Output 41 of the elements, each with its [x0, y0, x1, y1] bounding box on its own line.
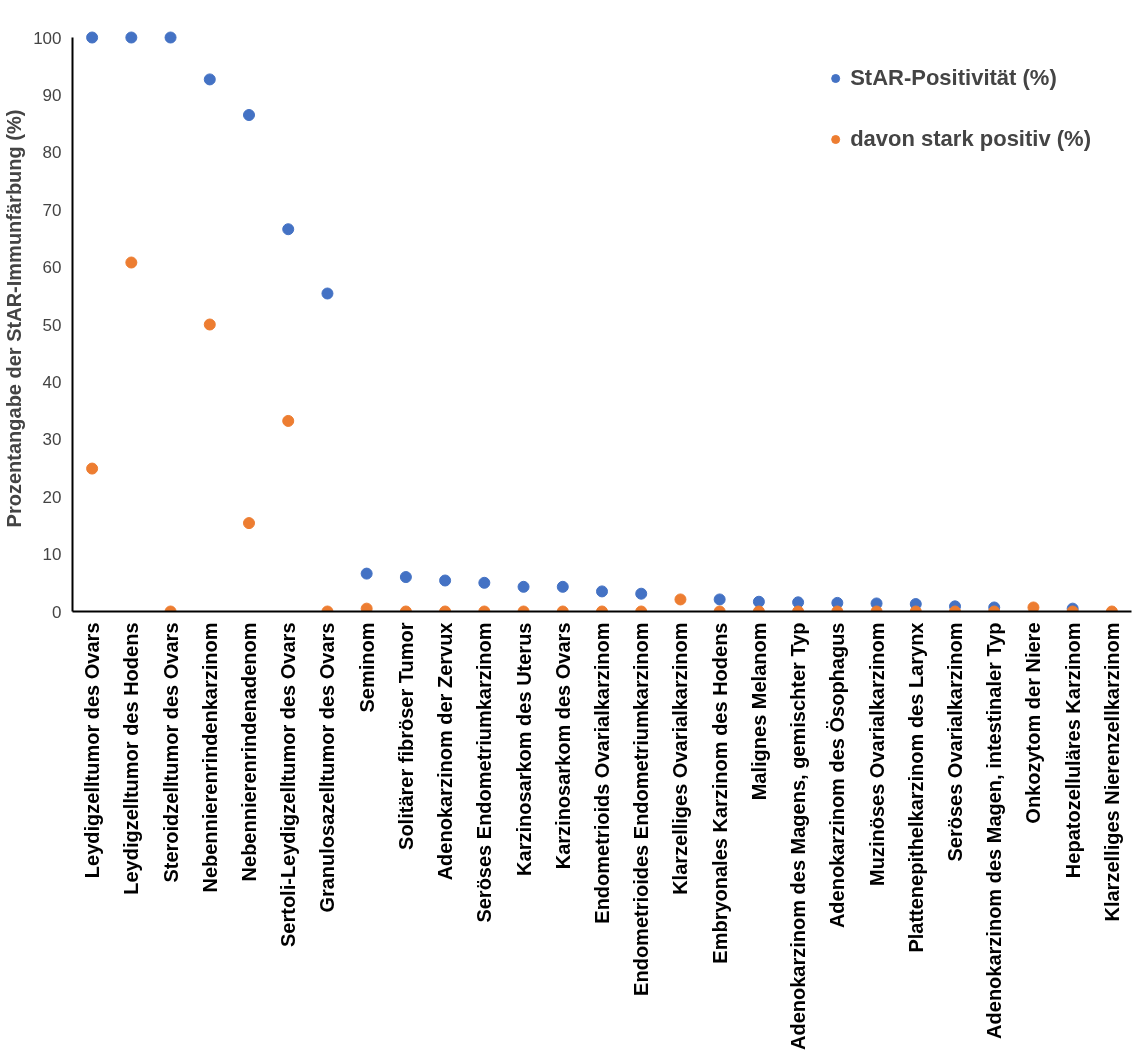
- x-tick-label: Karzinosarkom des Ovars: [551, 622, 574, 870]
- x-tick-label: Endometrioides Endometriumkarzinom: [630, 622, 653, 996]
- x-tick-label: Plattenepithelkarzinom des Larynx: [904, 622, 927, 953]
- x-tick-label: Seröses Endometriumkarzinom: [473, 622, 496, 923]
- x-tick-label: Adenokarzinom des Ösophagus: [826, 622, 849, 929]
- x-tick-label: Solitärer fibröser Tumor: [394, 622, 417, 850]
- legend-label: davon stark positiv (%): [850, 126, 1091, 152]
- x-tick-label: Endometrioids Ovarialkarzinom: [591, 622, 613, 924]
- y-tick-label: 10: [42, 545, 62, 565]
- x-tick-label: Klarzelliges Nierenzellkarzinom: [1100, 622, 1123, 922]
- x-tick-label: Hepatozelluläres Karzinom: [1061, 622, 1084, 879]
- x-tick-label: Muzinöses Ovarialkarzinom: [865, 622, 888, 886]
- x-tick-label: Granulosazelltumor des Ovars: [316, 622, 339, 913]
- x-tick-label: Adenokarzinom der Zervux: [434, 622, 457, 881]
- x-tick-label: Karzinosarkom des Uterus: [512, 622, 535, 876]
- y-tick-label: 0: [52, 602, 62, 622]
- y-tick-label: 80: [42, 143, 62, 163]
- x-tick-label: Onkozytom der Niere: [1022, 622, 1045, 824]
- x-tick-label: Steroidzelltumor des Ovars: [159, 622, 182, 883]
- x-tick-label: Nebennierenrindenadenom: [238, 622, 260, 882]
- y-axis-title: Prozentangabe der StAR-Immunfärbung (%): [3, 109, 26, 528]
- x-tick-label: Adenokarzinom des Magens, gemischter Typ: [787, 622, 810, 1051]
- x-tick-label: Leydigzelltumor des Hodens: [120, 622, 143, 895]
- x-tick-label: Sertoli-Leydigzelltumor des Ovars: [277, 622, 300, 948]
- x-tick-label: Nebennierenrindenkarzinom: [198, 622, 221, 893]
- x-tick-label: Klarzelliges Ovarialkarzinom: [669, 622, 692, 895]
- legend-label: StAR-Positivität (%): [850, 65, 1057, 91]
- y-tick-label: 20: [42, 487, 62, 507]
- x-tick-label: Malignes Melanom: [747, 622, 770, 801]
- y-tick-label: 90: [42, 85, 62, 105]
- y-tick-label: 40: [42, 372, 62, 392]
- y-tick-label: 60: [42, 258, 62, 278]
- x-tick-label: Embryonales Karzinom des Hodens: [708, 622, 731, 964]
- y-tick-label: 30: [42, 430, 62, 450]
- x-tick-label: Adenokarzinom des Magen, intestinaler Typ: [983, 622, 1006, 1039]
- x-tick-label: Seröses Ovarialkarzinom: [944, 622, 966, 862]
- y-tick-label: 70: [42, 200, 62, 220]
- y-tick-label: 100: [33, 28, 62, 48]
- y-tick-label: 50: [42, 315, 62, 335]
- x-tick-label: Seminom: [355, 622, 378, 713]
- x-tick-label: Leydigzelltumor des Ovars: [81, 622, 104, 879]
